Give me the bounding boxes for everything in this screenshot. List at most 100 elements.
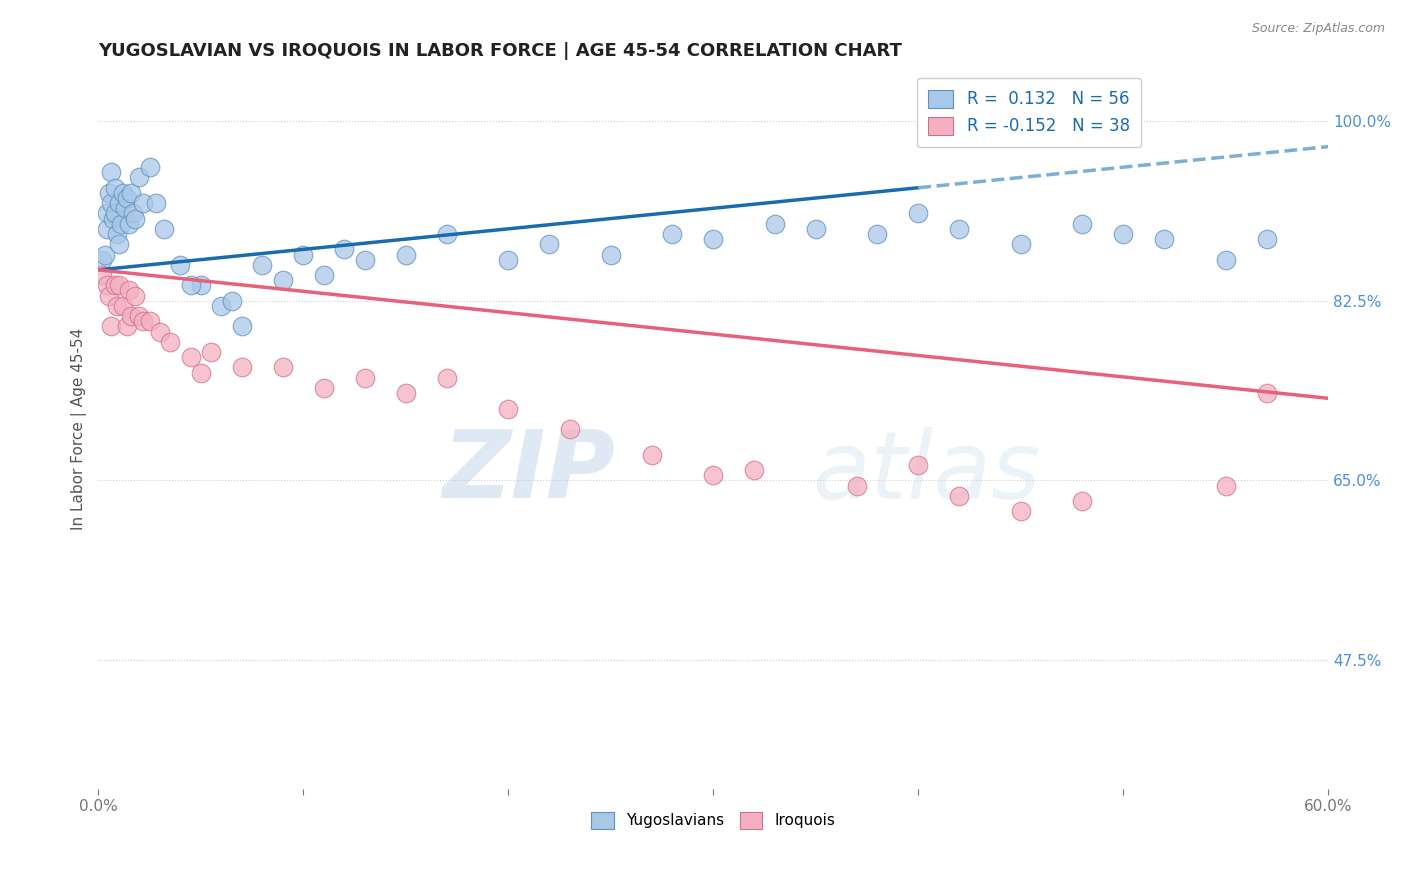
Point [948,222,970,236]
Point [115,319,138,334]
Point [96,222,118,236]
Point [96,278,118,293]
Point [104,206,127,220]
Point [436,227,458,241]
Point [128,309,150,323]
Point [252,258,274,272]
Point [599,247,621,261]
Point [105,227,128,241]
Point [138,160,160,174]
Point [138,314,160,328]
Point [104,180,127,194]
Point [498,252,520,267]
Point [108,237,131,252]
Point [180,350,202,364]
Point [907,206,929,220]
Point [866,227,889,241]
Point [641,448,664,462]
Point [111,299,134,313]
Point [333,243,356,257]
Point [108,196,131,211]
Point [436,370,458,384]
Point [395,386,418,401]
Point [1112,227,1135,241]
Point [312,381,335,395]
Point [702,468,724,483]
Point [292,247,315,261]
Point [132,314,155,328]
Point [118,217,141,231]
Point [763,217,786,231]
Point [1215,252,1237,267]
Point [104,278,127,293]
Point [120,186,142,200]
Y-axis label: In Labor Force | Age 45-54: In Labor Force | Age 45-54 [72,328,87,530]
Point [661,227,683,241]
Point [190,366,212,380]
Point [100,196,122,211]
Point [1010,237,1032,252]
Point [97,186,120,200]
Point [153,222,176,236]
Point [101,211,124,226]
Point [907,458,929,472]
Text: atlas: atlas [811,426,1040,517]
Point [1010,504,1032,518]
Point [97,288,120,302]
Point [1256,386,1278,401]
Point [221,293,243,308]
Point [114,202,136,216]
Point [1071,217,1094,231]
Text: Source: ZipAtlas.com: Source: ZipAtlas.com [1251,22,1385,36]
Point [200,345,222,359]
Point [395,247,418,261]
Point [231,360,253,375]
Point [702,232,724,246]
Point [159,334,181,349]
Point [231,319,253,334]
Point [91,252,114,267]
Point [122,206,145,220]
Point [108,278,131,293]
Point [169,258,191,272]
Point [100,165,122,179]
Point [209,299,232,313]
Point [353,252,375,267]
Point [312,268,335,282]
Point [145,196,167,211]
Point [804,222,827,236]
Point [353,370,375,384]
Point [124,211,146,226]
Point [120,309,142,323]
Text: YUGOSLAVIAN VS IROQUOIS IN LABOR FORCE | AGE 45-54 CORRELATION CHART: YUGOSLAVIAN VS IROQUOIS IN LABOR FORCE |… [98,42,903,60]
Point [93,247,115,261]
Point [118,284,141,298]
Point [105,299,128,313]
Point [742,463,765,477]
Point [91,268,114,282]
Point [1215,478,1237,492]
Point [948,489,970,503]
Text: ZIP: ZIP [441,426,614,518]
Point [271,273,294,287]
Legend: Yugoslavians, Iroquois: Yugoslavians, Iroquois [585,806,842,835]
Point [845,478,868,492]
Point [271,360,294,375]
Point [100,319,122,334]
Point [180,278,202,293]
Point [96,206,118,220]
Point [128,170,150,185]
Point [498,401,520,416]
Point [110,217,132,231]
Point [1256,232,1278,246]
Point [1153,232,1175,246]
Point [190,278,212,293]
Point [124,288,146,302]
Point [132,196,155,211]
Point [1071,494,1094,508]
Point [111,186,134,200]
Point [149,325,172,339]
Point [538,237,561,252]
Point [558,422,581,436]
Point [115,191,138,205]
